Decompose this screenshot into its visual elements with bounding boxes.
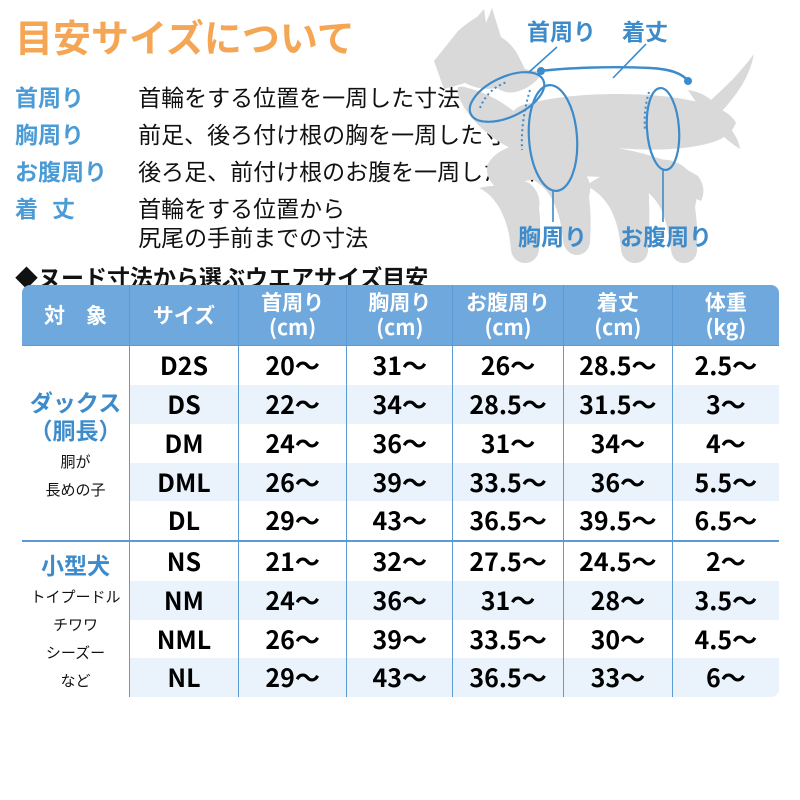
svg-text:首周り: 首周り: [527, 13, 596, 47]
svg-text:着丈: 着丈: [622, 13, 668, 47]
svg-text:胸周り: 胸周り: [518, 218, 587, 252]
svg-text:お腹周り: お腹周り: [620, 218, 712, 252]
